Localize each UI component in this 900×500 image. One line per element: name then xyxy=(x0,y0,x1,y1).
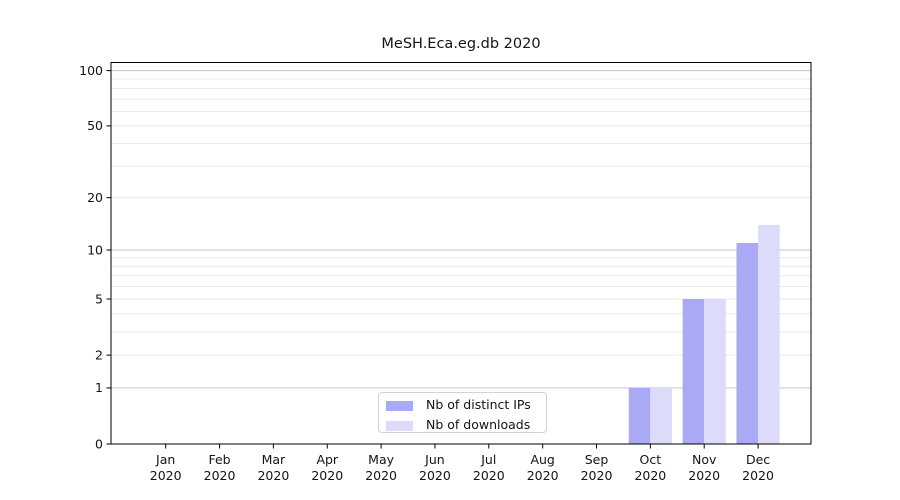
x-tick-label-month: Jul xyxy=(480,452,496,467)
x-tick-label-month: Oct xyxy=(640,452,662,467)
bar-dec-downloads xyxy=(758,224,780,444)
x-tick-label-month: Jun xyxy=(424,452,445,467)
legend-swatch-downloads xyxy=(386,420,413,431)
x-tick-label-month: May xyxy=(368,452,394,467)
legend-swatch-distinct-ips xyxy=(386,400,413,411)
x-tick-label-year: 2020 xyxy=(634,468,666,483)
y-tick-label: 50 xyxy=(87,118,103,133)
x-tick-label-month: Mar xyxy=(262,452,286,467)
x-tick-label-year: 2020 xyxy=(527,468,559,483)
x-tick-label-month: Aug xyxy=(530,452,554,467)
chart-title: MeSH.Eca.eg.db 2020 xyxy=(381,36,541,52)
y-tick-label: 0 xyxy=(95,436,103,451)
x-tick-label-year: 2020 xyxy=(688,468,720,483)
x-tick-label-month: Apr xyxy=(316,452,338,467)
x-tick-label-month: Sep xyxy=(585,452,609,467)
legend-item-distinct-ips: Nb of distinct IPs xyxy=(386,397,546,414)
x-tick-label-year: 2020 xyxy=(311,468,343,483)
y-tick-label: 5 xyxy=(95,291,103,306)
plot-frame xyxy=(110,62,812,445)
y-tick-label: 1 xyxy=(95,380,103,395)
bar-oct-distinct-ips xyxy=(628,387,651,444)
bar-nov-distinct-ips xyxy=(682,299,705,444)
x-tick-label-year: 2020 xyxy=(365,468,397,483)
y-tick-label: 10 xyxy=(87,242,103,257)
legend: Nb of distinct IPs Nb of downloads xyxy=(378,392,547,433)
x-tick-label-month: Nov xyxy=(692,452,717,467)
x-tick-label-year: 2020 xyxy=(257,468,289,483)
x-tick-label-year: 2020 xyxy=(581,468,613,483)
bar-oct-downloads xyxy=(650,387,672,444)
x-tick-label-year: 2020 xyxy=(419,468,451,483)
y-tick-label: 100 xyxy=(79,63,103,78)
x-tick-label-month: Feb xyxy=(208,452,230,467)
y-tick-label: 20 xyxy=(87,190,103,205)
legend-label-downloads: Nb of downloads xyxy=(426,417,531,433)
x-tick-label-month: Jan xyxy=(155,452,175,467)
x-tick-label-year: 2020 xyxy=(742,468,774,483)
bar-nov-downloads xyxy=(704,299,726,444)
x-tick-label-year: 2020 xyxy=(150,468,182,483)
legend-label-distinct-ips: Nb of distinct IPs xyxy=(426,397,531,413)
x-tick-label-year: 2020 xyxy=(473,468,505,483)
x-tick-label-month: Dec xyxy=(746,452,770,467)
x-tick-label-year: 2020 xyxy=(204,468,236,483)
legend-item-downloads: Nb of downloads xyxy=(386,417,546,434)
bar-dec-distinct-ips xyxy=(736,242,759,444)
y-tick-label: 2 xyxy=(95,347,103,362)
